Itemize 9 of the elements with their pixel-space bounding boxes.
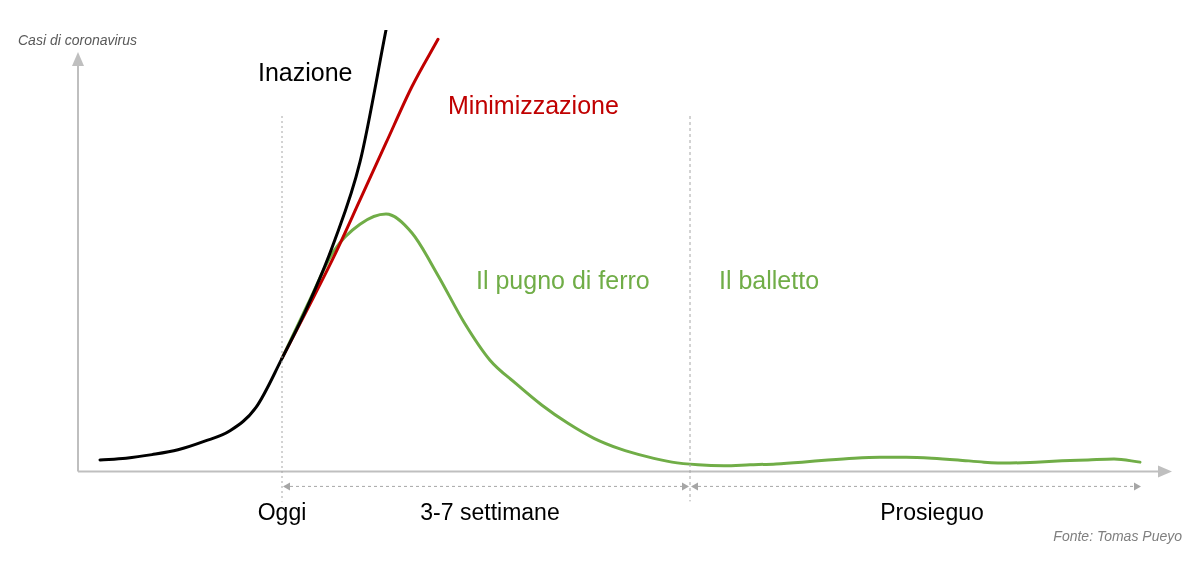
series-label: Minimizzazione — [448, 91, 619, 121]
y-axis-title: Casi di coronavirus — [18, 32, 138, 48]
x-tick-label: Oggi — [257, 498, 307, 525]
x-tick-label: Prosieguo — [880, 498, 984, 525]
annotation: Il pugno di ferro — [476, 266, 650, 295]
annotation: Il balletto — [719, 266, 820, 295]
source-note: Fonte: Tomas Pueyo — [1053, 528, 1182, 544]
x-tick-label: 3-7 settimane — [420, 498, 560, 525]
series-label: Inazione — [258, 58, 353, 87]
